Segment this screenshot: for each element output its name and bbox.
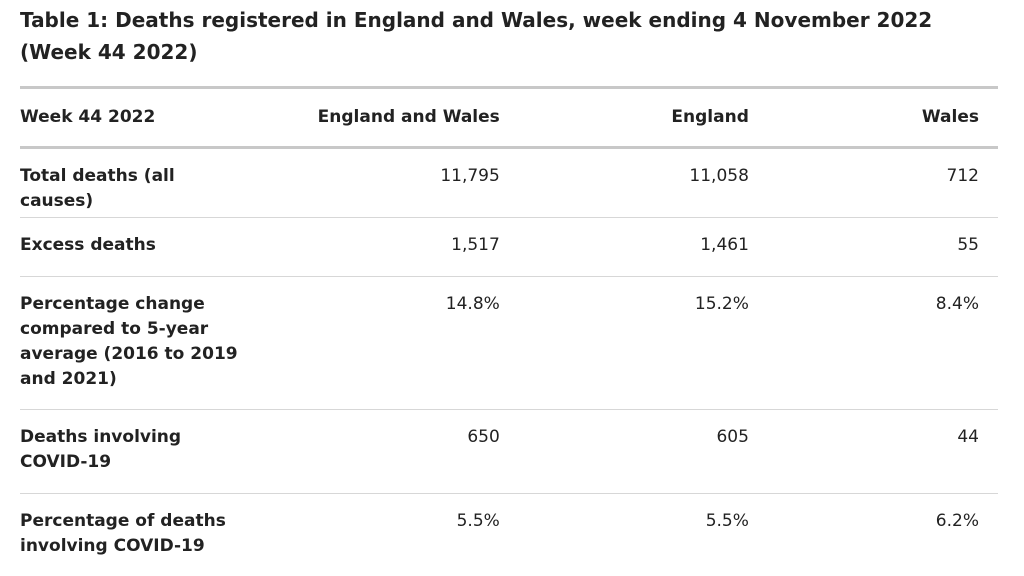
cell-wales: 712 [748,147,998,218]
row-label-covid-deaths: Deaths involving COVID-19 [20,409,245,494]
cell-england-and-wales: 1,517 [244,217,500,277]
cell-england-and-wales: 5.5% [456,511,500,531]
cell-wales: 8.4% [748,276,998,410]
header-england: England [499,87,749,149]
cell-england-and-wales: 650 [244,409,500,494]
row-label-total-deaths: Total deaths (all causes) [20,147,245,218]
cell-england-and-wales: 11,795 [244,147,500,218]
deaths-table: Week 44 2022 England and Wales England W… [20,86,998,569]
table-row: Percentage change compared to 5-year ave… [20,276,998,410]
cell-england: 5.5% [705,511,749,531]
table-row: Deaths involving COVID-19 650 605 44 [20,409,998,494]
row-label-covid-percentage: Percentage of deaths involving COVID-19 [20,511,226,556]
cell-england: 605 [499,409,749,494]
row-label-excess-deaths: Excess deaths [20,217,245,277]
cell-england: 11,058 [499,147,749,218]
header-england-and-wales: England and Wales [244,87,500,149]
table-row: Excess deaths 1,517 1,461 55 [20,217,998,277]
table-title: Table 1: Deaths registered in England an… [20,8,933,64]
header-wales: Wales [748,87,998,149]
cell-wales: 44 [748,409,998,494]
table-header-row: Week 44 2022 England and Wales England W… [20,87,998,149]
cell-wales: 55 [748,217,998,277]
row-label-percentage-change: Percentage change compared to 5-year ave… [20,276,245,410]
cell-england-and-wales: 14.8% [244,276,500,410]
cell-england: 15.2% [499,276,749,410]
cell-wales: 6.2% [935,511,979,531]
table-row: Total deaths (all causes) 11,795 11,058 … [20,147,998,218]
cell-england: 1,461 [499,217,749,277]
table-row: Percentage of deaths involving COVID-19 … [20,494,998,570]
header-period: Week 44 2022 [20,87,245,149]
